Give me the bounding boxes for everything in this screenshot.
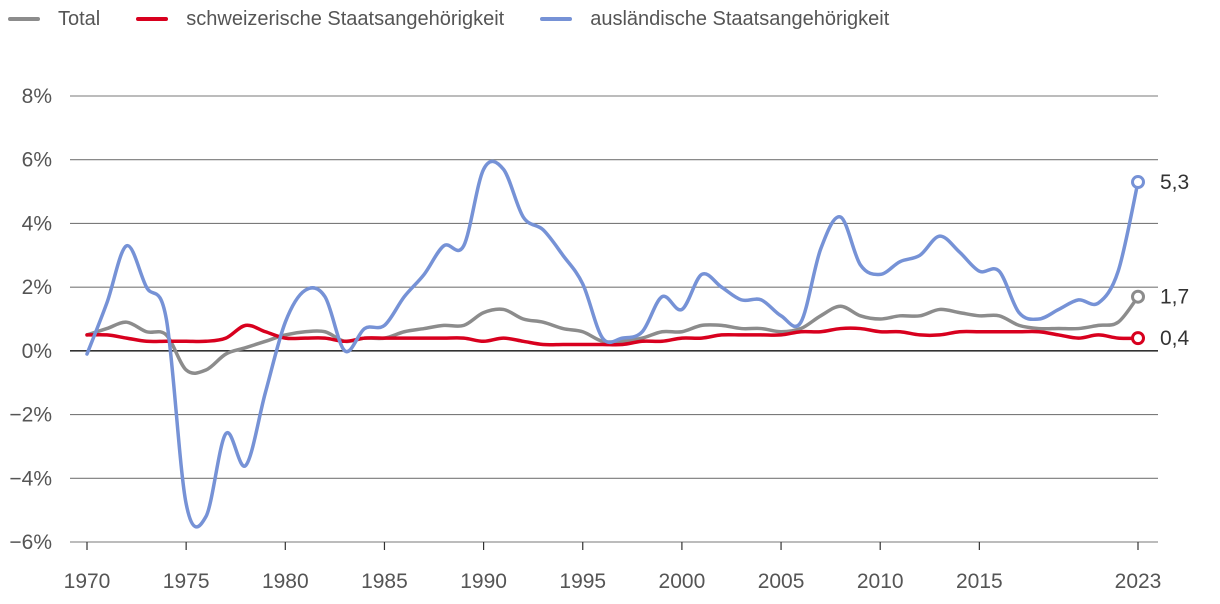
grid-lines [70, 95, 1158, 543]
legend-swatch-foreign [540, 17, 573, 21]
y-tick-label: −4% [9, 467, 52, 490]
end-label-foreign: 5,3 [1160, 171, 1189, 194]
legend-item-foreign[interactable]: ausländische Staatsangehörigkeit [540, 8, 889, 31]
endpoint-swiss[interactable] [1131, 331, 1145, 346]
x-tick-label: 1970 [64, 570, 111, 593]
x-axis: 1970 1975 1980 1985 1990 1995 2000 2005 2010 2015… [64, 542, 1162, 593]
chart-legend: Total schweizerische Staatsangehörigkeit… [8, 4, 925, 34]
y-axis: 8% 6% 4% 2% 0% −2% −4% −6% [9, 85, 52, 554]
series-line-foreign [85, 159, 1140, 529]
legend-item-total[interactable]: Total [8, 8, 100, 31]
endpoint-foreign[interactable] [1131, 175, 1145, 190]
y-tick-label: −6% [9, 531, 52, 554]
x-tick-label: 1975 [163, 570, 210, 593]
legend-item-swiss[interactable]: schweizerische Staatsangehörigkeit [136, 8, 504, 31]
x-tick-label: 2023 [1115, 570, 1162, 593]
x-tick-label: 1985 [361, 570, 408, 593]
x-tick-label: 2010 [857, 570, 904, 593]
x-tick-label: 2015 [956, 570, 1003, 593]
series-lines [85, 159, 1140, 529]
series-endpoints: 1,7 0,4 5,3 [1131, 171, 1190, 350]
legend-label-swiss: schweizerische Staatsangehörigkeit [186, 7, 505, 30]
x-tick-label: 1980 [262, 570, 309, 593]
x-tick-label: 2005 [758, 570, 805, 593]
y-tick-label: 4% [22, 212, 52, 235]
legend-swatch-total [8, 17, 40, 21]
x-tick-label: 1990 [460, 570, 507, 593]
x-tick-label: 1995 [559, 570, 606, 593]
y-tick-label: 0% [22, 340, 52, 363]
endpoint-total[interactable] [1131, 289, 1145, 304]
legend-label-foreign: ausländische Staatsangehörigkeit [590, 7, 890, 30]
y-tick-label: 6% [22, 149, 52, 172]
end-label-total: 1,7 [1160, 286, 1189, 309]
series-line-total [85, 294, 1140, 375]
y-tick-label: 2% [22, 276, 52, 299]
x-tick-label: 2000 [659, 570, 706, 593]
y-tick-label: 8% [22, 85, 52, 108]
end-label-swiss: 0,4 [1160, 327, 1190, 350]
legend-swatch-swiss [136, 17, 169, 21]
series-line-swiss [85, 323, 1140, 347]
legend-label-total: Total [58, 7, 101, 30]
y-tick-label: −2% [9, 404, 52, 427]
